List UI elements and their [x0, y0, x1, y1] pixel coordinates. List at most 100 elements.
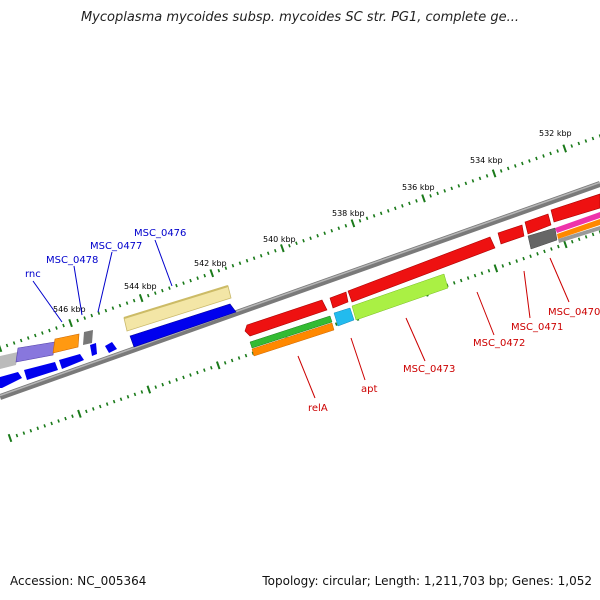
minor-tick: [98, 404, 102, 409]
minor-tick: [436, 191, 439, 196]
gene-label-msc-0470[interactable]: MSC_0470: [548, 307, 600, 318]
feature-msc-0476-cds[interactable]: [129, 303, 237, 348]
major-tick: [280, 244, 285, 253]
minor-tick: [522, 256, 525, 261]
minor-tick: [323, 231, 326, 236]
minor-tick: [330, 229, 334, 233]
gene-label-msc-0471[interactable]: MSC_0471: [511, 322, 563, 333]
feature-blue-4[interactable]: [90, 343, 97, 356]
minor-tick: [203, 368, 206, 372]
minor-tick: [316, 233, 319, 238]
minor-tick: [577, 237, 581, 242]
feature-apt[interactable]: [333, 307, 355, 327]
tick-label-546: 546 kbp: [53, 305, 86, 314]
gene-label-msc-0473[interactable]: MSC_0473: [403, 364, 455, 375]
gene-label-msc-0478[interactable]: MSC_0478: [46, 255, 98, 266]
minor-tick: [5, 343, 9, 348]
gene-label-rnc[interactable]: rnc: [25, 269, 41, 280]
feature-grey-strip[interactable]: [527, 227, 558, 250]
minor-tick: [64, 416, 67, 421]
minor-tick: [118, 303, 122, 308]
minor-tick: [577, 141, 581, 146]
feature-msc-0473[interactable]: [351, 273, 449, 321]
minor-tick: [189, 373, 192, 377]
minor-tick: [584, 235, 588, 239]
feature-msc-0478[interactable]: [52, 333, 80, 354]
minor-tick: [550, 247, 553, 251]
minor-tick: [92, 407, 95, 411]
gene-label-msc-0476[interactable]: MSC_0476: [134, 228, 186, 239]
feature-small-red[interactable]: [329, 291, 349, 309]
minor-tick: [119, 397, 123, 401]
minor-tick: [161, 288, 164, 293]
minor-tick: [71, 414, 74, 418]
minor-tick: [154, 291, 157, 295]
feature-msc-0470[interactable]: [550, 193, 600, 223]
minor-tick: [508, 261, 512, 266]
minor-tick: [26, 336, 30, 340]
feature-left-grey[interactable]: [0, 352, 18, 369]
feature-small-grey[interactable]: [83, 330, 93, 345]
feature-orange-strip[interactable]: [557, 219, 600, 239]
feature-msc-0472[interactable]: [497, 224, 525, 245]
minor-tick: [372, 214, 376, 218]
feature-blue-1[interactable]: [0, 372, 22, 388]
minor-tick: [394, 206, 397, 211]
feature-msc-0473-red[interactable]: [347, 236, 496, 303]
feature-blue-5[interactable]: [105, 342, 117, 353]
minor-tick: [19, 338, 23, 343]
minor-tick: [591, 232, 595, 237]
major-tick: [350, 219, 356, 228]
minor-tick: [203, 273, 206, 278]
minor-tick: [29, 428, 33, 433]
minor-tick: [237, 356, 241, 360]
feature-rela-cog[interactable]: [249, 315, 333, 349]
gene-label-msc-0477[interactable]: MSC_0477: [90, 241, 142, 252]
minor-tick: [231, 263, 235, 268]
feature-pink-strip[interactable]: [555, 212, 600, 233]
major-tick: [562, 144, 567, 153]
minor-tick: [471, 179, 475, 183]
minor-tick: [154, 385, 158, 389]
minor-tick: [168, 380, 171, 385]
minor-tick: [252, 256, 256, 260]
feature-rela-cog2[interactable]: [251, 322, 335, 357]
feature-blue-3[interactable]: [59, 354, 84, 369]
minor-tick: [570, 144, 574, 148]
gene-label-msc-0472[interactable]: MSC_0472: [473, 338, 525, 349]
minor-tick: [570, 239, 574, 244]
minor-tick: [473, 273, 477, 278]
minor-tick: [22, 431, 26, 435]
footer-topology: Topology: circular; Length: 1,211,703 bp…: [262, 574, 592, 588]
minor-tick: [309, 236, 312, 241]
minor-tick: [245, 258, 249, 263]
feature-msc-0471[interactable]: [524, 213, 552, 235]
minor-tick: [62, 323, 65, 328]
minor-tick: [487, 269, 491, 273]
minor-tick: [365, 216, 369, 221]
feature-rela[interactable]: [244, 299, 328, 337]
major-tick: [215, 361, 221, 370]
minor-tick: [584, 139, 588, 143]
major-tick: [0, 344, 3, 353]
minor-tick: [274, 248, 277, 253]
tick-label-540: 540 kbp: [263, 235, 296, 244]
feature-grey-strip-2[interactable]: [558, 226, 600, 243]
minor-tick: [140, 390, 144, 394]
minor-tick: [224, 266, 228, 270]
minor-tick: [132, 298, 136, 303]
minor-tick: [50, 421, 53, 426]
major-tick: [138, 294, 144, 303]
minor-tick: [210, 365, 213, 370]
minor-tick: [36, 426, 40, 431]
minor-tick: [189, 278, 192, 283]
minor-tick: [536, 252, 539, 256]
feature-rnc[interactable]: [15, 341, 56, 363]
minor-tick: [125, 301, 129, 305]
gene-label-apt[interactable]: apt: [361, 384, 377, 395]
gene-label-rela[interactable]: relA: [308, 403, 328, 414]
minor-tick: [466, 276, 470, 280]
feature-blue-2[interactable]: [24, 362, 58, 380]
minor-tick: [126, 395, 130, 399]
